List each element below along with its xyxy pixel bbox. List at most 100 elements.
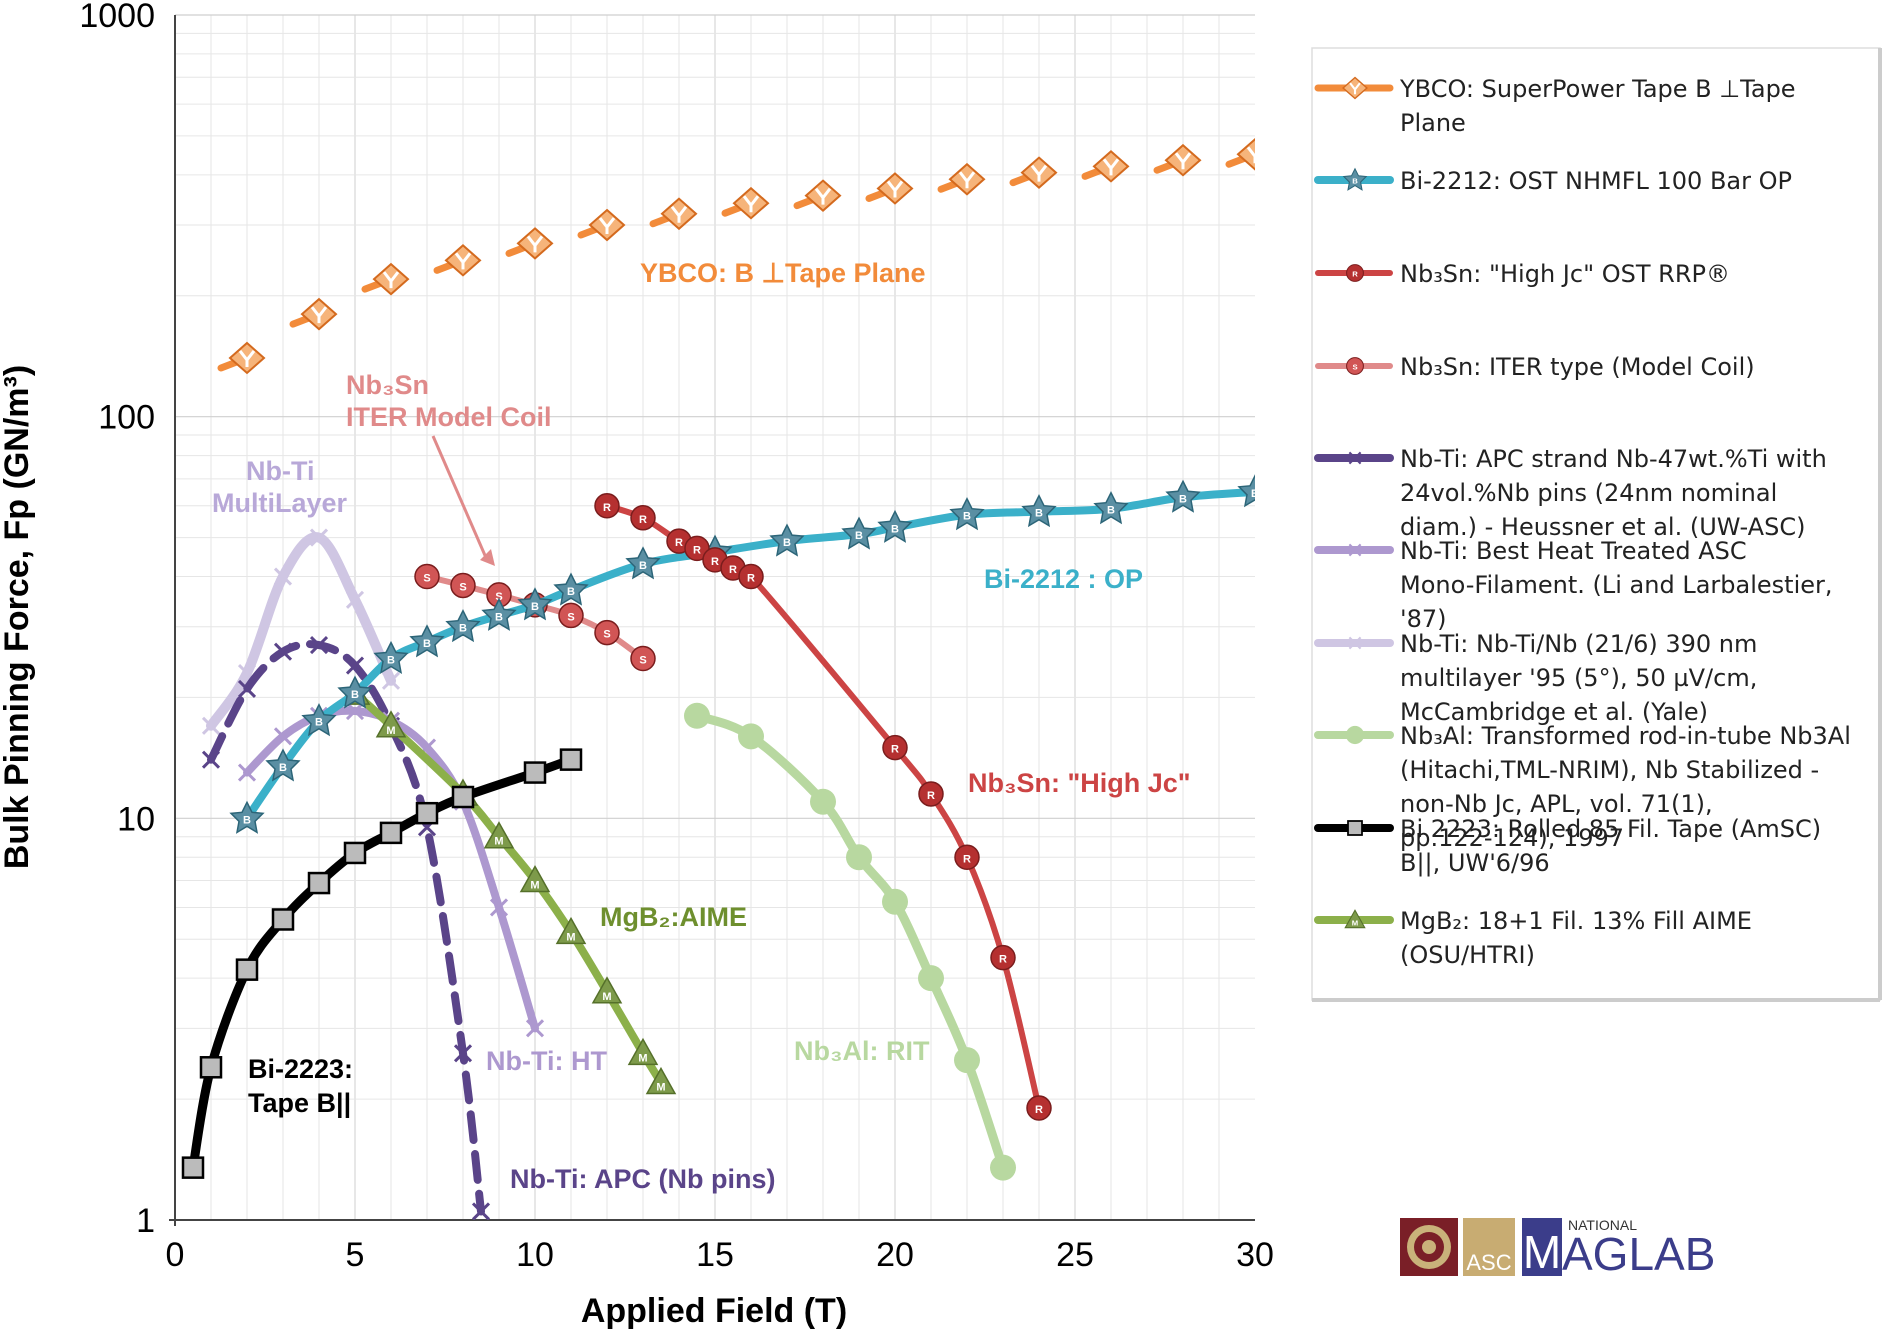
svg-text:M: M	[602, 991, 611, 1003]
data-point-marker: B	[517, 587, 553, 621]
data-point-marker: B	[553, 572, 589, 606]
data-point-marker	[451, 785, 475, 809]
legend-item-4: Nb-Ti: APC strand Nb-47wt.%Ti with 24vol.…	[1314, 445, 1827, 541]
annotations: YBCO: B ⊥Tape Plane Nb₃Sn ITER Model Coi…	[212, 258, 1191, 1194]
svg-text:S: S	[459, 581, 466, 593]
maglab-logo: NATIONAL M AGLAB	[1522, 1217, 1715, 1280]
legend-label: 24vol.%Nb pins (24nm nominal	[1400, 479, 1777, 507]
data-point-marker: M	[627, 1037, 659, 1066]
data-point-marker	[471, 1202, 491, 1220]
data-point-marker	[444, 244, 482, 277]
data-point-marker	[948, 162, 986, 196]
svg-text:B: B	[387, 654, 395, 666]
data-point-marker	[235, 958, 259, 981]
data-point-marker	[882, 888, 908, 915]
fsu-seal-logo	[1400, 1218, 1458, 1276]
data-point-marker: B	[1021, 494, 1057, 528]
svg-text:B: B	[315, 717, 323, 729]
legend: YBCO: SuperPower Tape B ⊥Tape Plane B Bi-22…	[1311, 47, 1882, 1002]
svg-text:B: B	[1352, 177, 1358, 186]
x-tick-label: 5	[346, 1236, 365, 1274]
data-point-marker: S	[594, 619, 620, 646]
annotation-ybco: YBCO: B ⊥Tape Plane	[640, 258, 926, 288]
data-point-marker	[345, 701, 365, 721]
data-point-marker	[199, 1056, 223, 1079]
svg-text:R: R	[963, 853, 971, 865]
legend-label: Nb-Ti: APC strand Nb-47wt.%Ti with	[1400, 445, 1827, 473]
svg-text:B: B	[495, 611, 503, 623]
legend-label: Bi 2223: Rolled 85 Fil. Tape (AmSC)	[1400, 815, 1821, 843]
data-point-marker	[525, 1019, 545, 1038]
iter-arrow	[431, 435, 495, 566]
data-point-marker: M	[645, 1066, 677, 1095]
data-point-marker	[309, 636, 329, 655]
legend-label: Nb₃Sn: "High Jc" OST RRP®	[1400, 260, 1730, 288]
legend-box	[1311, 47, 1881, 1001]
annotation-bi2223-1: Bi-2223:	[248, 1054, 353, 1084]
data-point-marker	[559, 748, 583, 771]
data-point-marker: R	[630, 505, 656, 531]
svg-text:B: B	[855, 530, 863, 542]
data-point-marker	[309, 528, 329, 547]
data-point-marker: B	[949, 497, 985, 531]
legend-label: Plane	[1400, 109, 1466, 137]
x-tick-label: 25	[1056, 1236, 1094, 1274]
y-tick-label: 1	[136, 1202, 155, 1240]
series-0	[217, 137, 1255, 375]
svg-text:ASC: ASC	[1466, 1250, 1511, 1275]
legend-item-5: Nb-Ti: Best Heat Treated ASC Mono-Filamen…	[1314, 537, 1833, 633]
data-point-marker	[237, 763, 257, 782]
data-point-marker: B	[229, 800, 265, 834]
data-point-marker	[804, 179, 842, 212]
data-point-marker	[372, 262, 410, 296]
annotation-nbti-ml-1: Nb-Ti	[246, 456, 315, 486]
x-axis-title: Applied Field (T)	[581, 1292, 847, 1330]
data-point-marker	[237, 679, 257, 698]
svg-text:B: B	[639, 560, 647, 572]
svg-text:NATIONAL: NATIONAL	[1568, 1217, 1637, 1233]
data-point-marker	[228, 341, 266, 375]
data-point-marker: B	[373, 640, 409, 674]
svg-text:S: S	[423, 573, 430, 585]
svg-text:R: R	[603, 502, 611, 514]
annotation-nb3sn-iter-1: Nb₃Sn	[346, 370, 429, 400]
data-point-marker: R	[738, 563, 764, 590]
x-tick-label: 10	[516, 1236, 554, 1274]
data-point-marker	[1348, 636, 1362, 650]
legend-item-7: Nb₃Al: Transformed rod-in-tube Nb3Al (Hit…	[1314, 722, 1851, 852]
legend-item-6: Nb-Ti: Nb-Ti/Nb (21/6) 390 nm multilayer …	[1314, 630, 1757, 726]
svg-text:S: S	[603, 629, 610, 641]
legend-item-1: B Bi-2212: OST NHMFL 100 Bar OP	[1314, 167, 1792, 195]
y-tick-label: 100	[98, 399, 155, 437]
data-point-marker: B	[337, 675, 373, 709]
svg-text:S: S	[495, 591, 502, 603]
annotation-nbti-ml-2: MultiLayer	[212, 488, 348, 518]
data-point-marker	[379, 821, 403, 845]
svg-text:R: R	[1352, 270, 1358, 279]
legend-label: (Hitachi,TML-NRIM), Nb Stabilized -	[1400, 756, 1819, 784]
svg-text:AGLAB: AGLAB	[1562, 1228, 1715, 1280]
tick-labels: 0 5 10 15 20 25 30 1 10 100 1000	[79, 0, 1274, 1274]
data-point-marker	[523, 761, 547, 784]
data-point-marker	[343, 841, 367, 865]
data-point-marker	[990, 1154, 1016, 1181]
svg-text:R: R	[711, 556, 719, 568]
series-6	[201, 528, 401, 735]
data-point-marker	[300, 297, 338, 331]
data-point-marker	[345, 590, 365, 609]
y-tick-label: 10	[117, 800, 155, 838]
data-point-marker	[1164, 143, 1202, 177]
data-point-marker	[1345, 725, 1365, 745]
data-point-marker	[1092, 149, 1130, 183]
y-tick-label: 1000	[79, 0, 155, 35]
plot-background	[173, 15, 1255, 1220]
annotation-nb3sn-highjc: Nb₃Sn: "High Jc"	[968, 768, 1191, 798]
legend-label: '87)	[1400, 605, 1447, 633]
data-point-marker	[345, 656, 365, 675]
svg-text:S: S	[639, 654, 646, 666]
data-point-marker	[415, 801, 439, 825]
data-point-marker	[273, 642, 293, 661]
svg-text:B: B	[1179, 493, 1187, 505]
svg-text:B: B	[531, 601, 539, 613]
annotation-nb3sn-iter-2: ITER Model Coil	[346, 402, 552, 432]
